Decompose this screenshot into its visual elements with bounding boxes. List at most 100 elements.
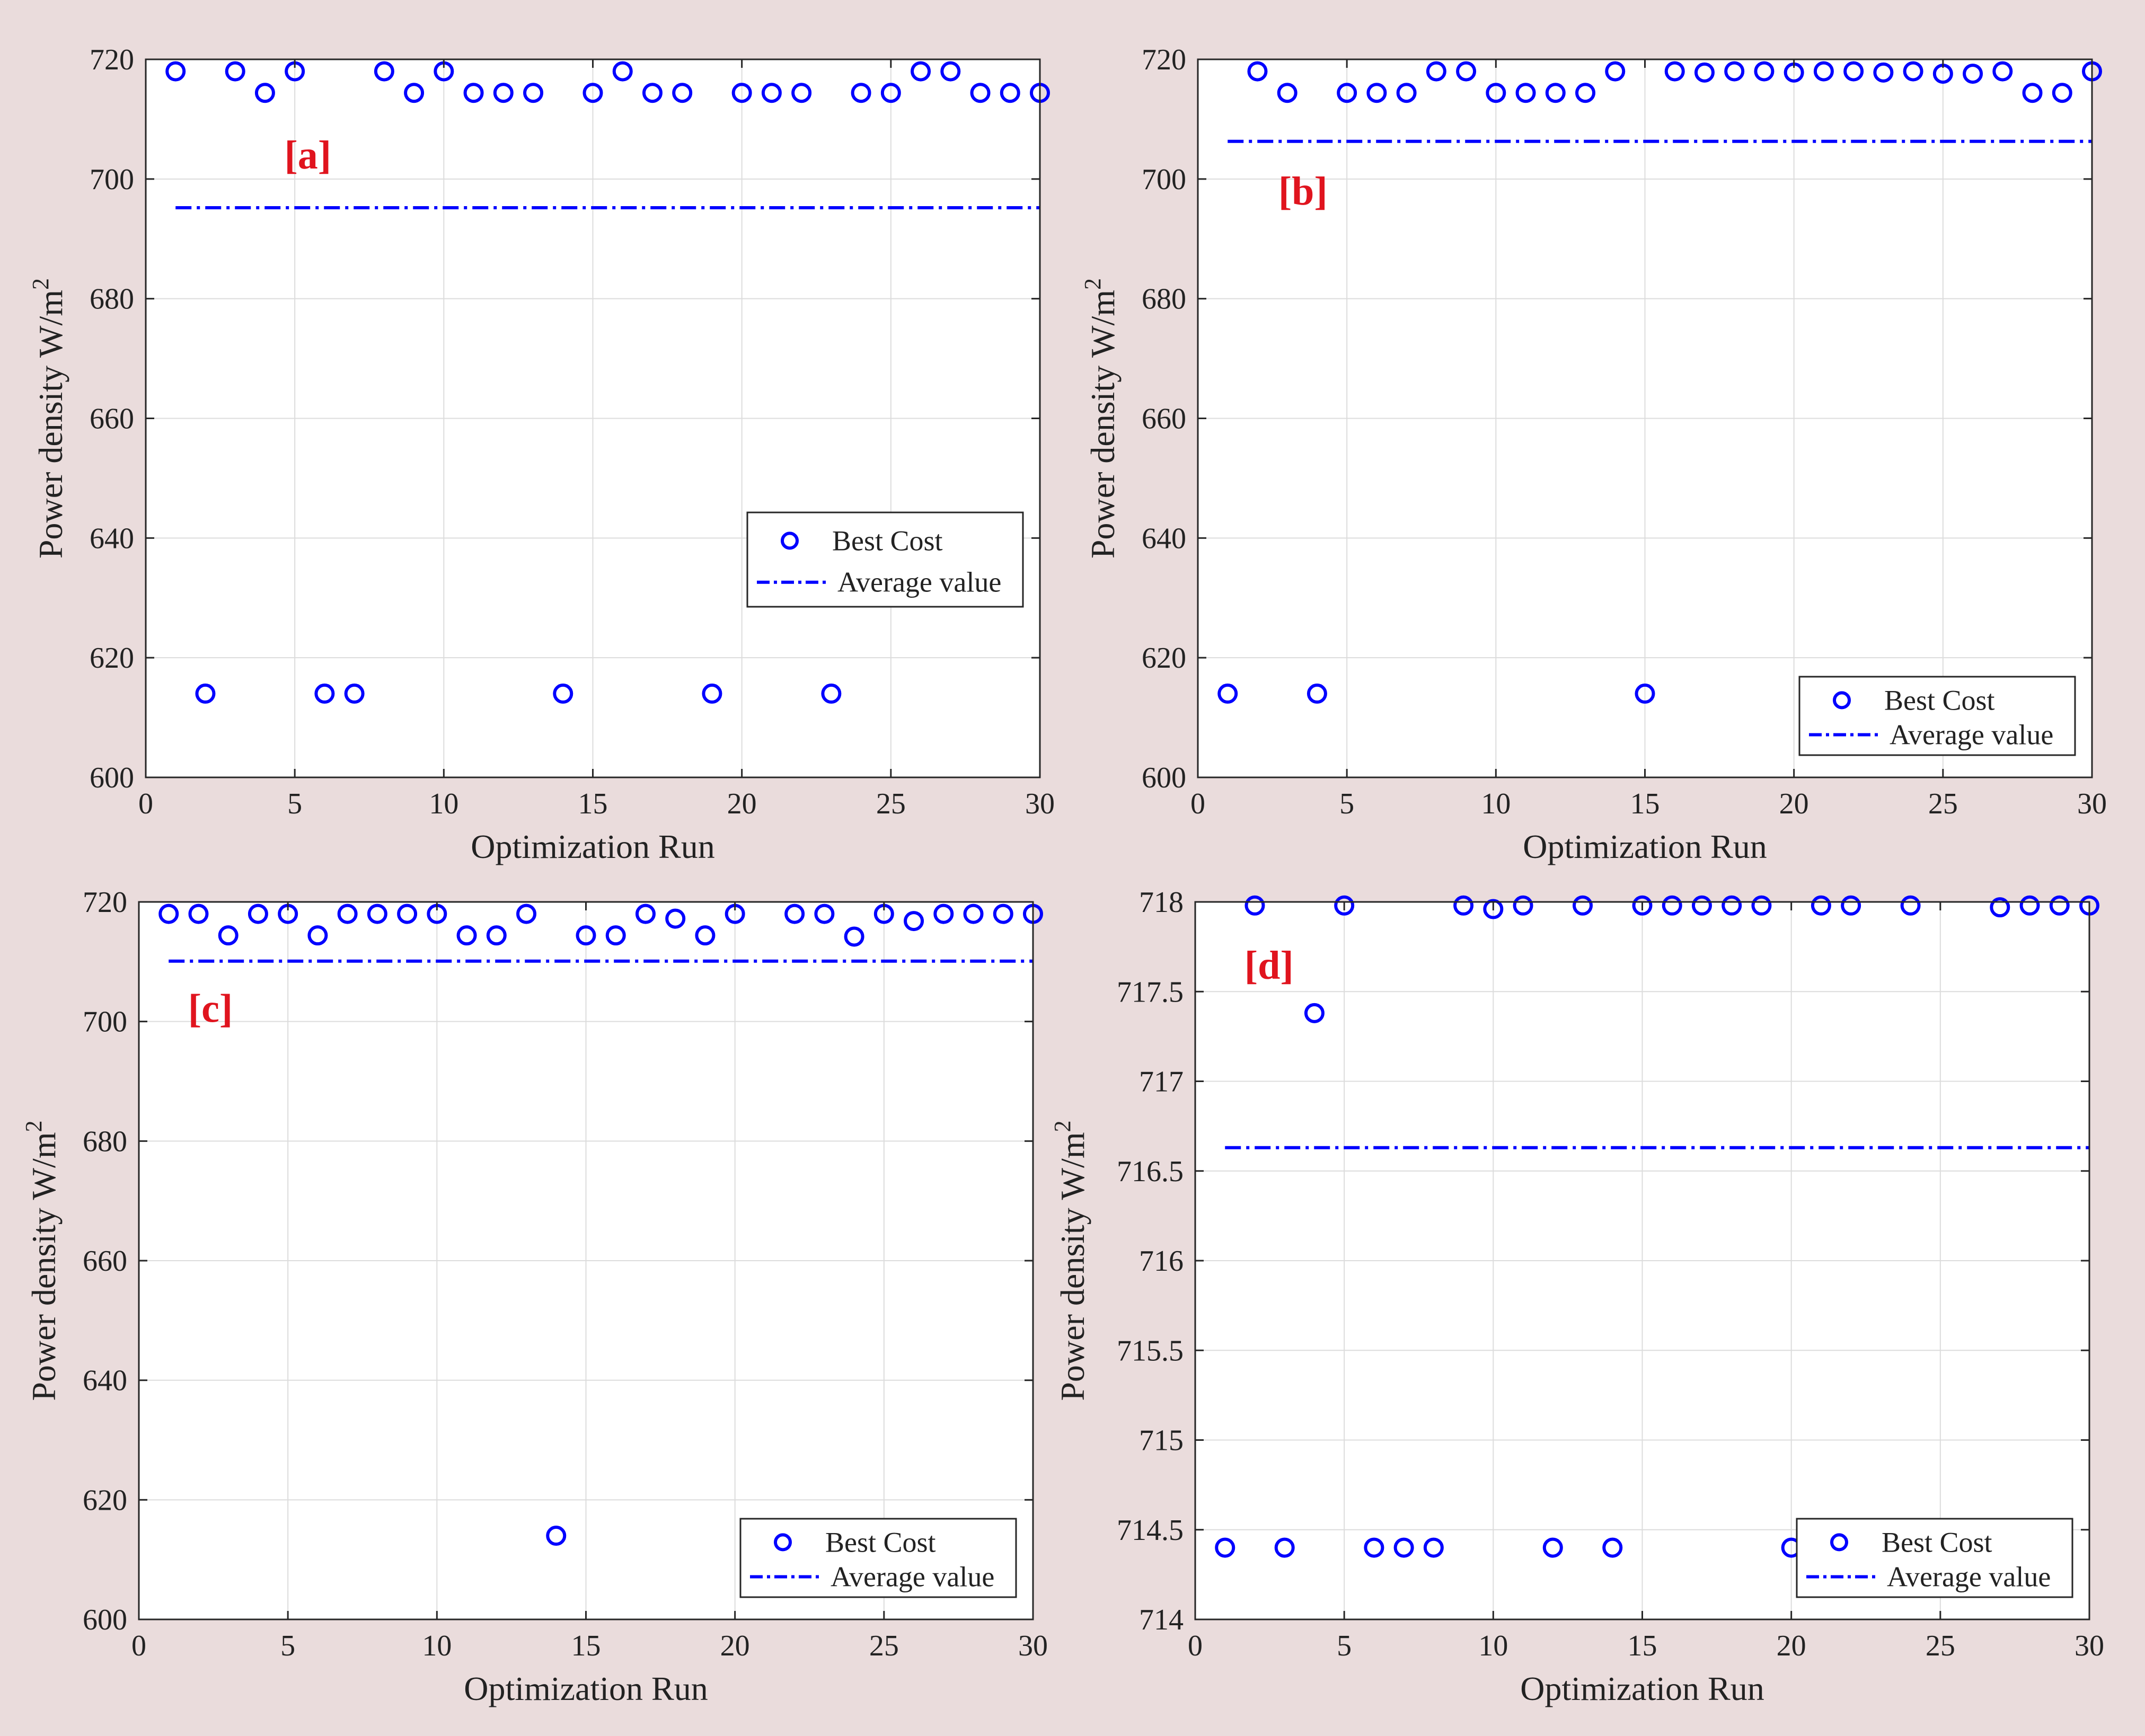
y-tick-label: 680: [1142, 283, 1186, 316]
best-cost-point: [1635, 683, 1655, 704]
best-cost-point: [672, 83, 693, 103]
legend-box: [746, 511, 1024, 608]
best-cost-point: [493, 83, 514, 103]
best-cost-point: [1664, 61, 1685, 82]
best-cost-point: [731, 83, 752, 103]
legend-box: [1798, 676, 2076, 756]
x-tick-label: 20: [1777, 1629, 1806, 1662]
best-cost-point: [367, 904, 387, 924]
x-tick-label: 30: [1018, 1629, 1048, 1662]
best-cost-point: [814, 904, 835, 924]
best-cost-point: [635, 904, 656, 924]
x-axis-label: Optimization Run: [1520, 1670, 1764, 1707]
best-cost-point: [1632, 895, 1653, 916]
x-tick-label: 30: [2075, 1629, 2104, 1662]
y-tick-label: 700: [83, 1006, 127, 1039]
best-cost-point: [404, 83, 425, 103]
legend: Best Cost Average value: [746, 511, 1024, 608]
x-tick-label: 20: [727, 787, 757, 820]
y-tick-label: 680: [90, 283, 134, 316]
best-cost-point: [1366, 83, 1387, 103]
chart-panel-0: 0 5 10 15 20 25 30 600 620 640 660 680 700 720 Optimiz…: [28, 43, 1055, 865]
best-cost-point: [2022, 83, 2043, 103]
best-cost-point: [1483, 899, 1504, 919]
best-cost-point: [963, 904, 984, 924]
y-axis-label-text: Power density W/m: [1084, 290, 1122, 559]
x-tick-label: 25: [1926, 1629, 1955, 1662]
legend-label-average: Average value: [1890, 719, 2053, 751]
y-tick-label: 600: [90, 761, 134, 794]
best-cost-point: [784, 904, 805, 924]
best-cost-point: [1990, 897, 2010, 918]
best-cost-point: [1396, 83, 1417, 103]
legend-label-average: Average value: [837, 566, 1001, 598]
best-cost-point: [1244, 895, 1265, 916]
x-tick-label: 30: [2077, 787, 2107, 820]
legend-marker-best-cost: [781, 532, 799, 550]
y-axis-label: Power density W/m2: [21, 1120, 63, 1401]
best-cost-point: [612, 61, 633, 82]
best-cost-point: [1334, 895, 1355, 916]
y-tick-label: 717.5: [1117, 976, 1184, 1008]
y-tick-label: 660: [1142, 403, 1186, 436]
y-tick-label: 620: [90, 642, 134, 675]
x-tick-label: 5: [280, 1629, 295, 1662]
best-cost-point: [1217, 683, 1238, 704]
x-tick-label: 25: [869, 1629, 899, 1662]
best-cost-point: [1694, 62, 1715, 83]
best-cost-point: [1575, 83, 1596, 103]
x-axis-label: Optimization Run: [1523, 828, 1767, 865]
best-cost-point: [993, 904, 1013, 924]
x-tick-label: 25: [1928, 787, 1958, 820]
y-tick-label: 680: [83, 1125, 127, 1158]
best-cost-point: [1453, 895, 1474, 916]
y-tick-label: 600: [1142, 761, 1186, 794]
y-tick-label: 714: [1139, 1604, 1184, 1636]
best-cost-point: [195, 683, 216, 704]
y-axis-label-text: Power density W/m: [1054, 1132, 1091, 1401]
best-cost-point: [188, 904, 209, 924]
best-cost-point: [1813, 61, 1834, 82]
best-cost-point: [546, 1526, 567, 1546]
y-axis-label-superscript: 2: [28, 278, 54, 290]
y-axis-label: Power density W/m2: [1080, 278, 1122, 559]
best-cost-point: [344, 683, 365, 704]
best-cost-point: [248, 904, 268, 924]
y-tick-label: 714.5: [1117, 1514, 1184, 1547]
x-axis-label: Optimization Run: [471, 828, 714, 865]
y-tick-label: 620: [83, 1484, 127, 1517]
best-cost-point: [1841, 895, 1861, 916]
y-axis-label-superscript: 2: [1080, 278, 1106, 290]
best-cost-point: [1662, 895, 1682, 916]
y-tick-label: 660: [83, 1245, 127, 1278]
chart-panel-2: 0 5 10 15 20 25 30 600 620 640 660 680 700 720 Optimiz…: [21, 886, 1048, 1707]
legend-box: [739, 1518, 1017, 1598]
best-cost-point: [940, 61, 961, 82]
best-cost-point: [933, 904, 954, 924]
best-cost-point: [374, 61, 394, 82]
y-tick-label: 640: [90, 522, 134, 555]
legend-label-best-cost: Best Cost: [825, 1526, 936, 1558]
best-cost-point: [158, 904, 179, 924]
best-cost-point: [576, 925, 596, 946]
x-tick-label: 5: [287, 787, 302, 820]
best-cost-point: [642, 83, 663, 103]
x-tick-label: 30: [1025, 787, 1055, 820]
best-cost-point: [1722, 895, 1742, 916]
y-axis-label-text: Power density W/m: [25, 1132, 63, 1401]
y-tick-label: 720: [83, 886, 127, 919]
best-cost-point: [1515, 83, 1536, 103]
legend-label-best-cost: Best Cost: [832, 525, 943, 556]
y-tick-label: 715: [1139, 1424, 1184, 1457]
best-cost-point: [1247, 61, 1268, 82]
best-cost-point: [695, 925, 716, 946]
y-axis-label: Power density W/m2: [28, 278, 69, 559]
best-cost-point: [1545, 83, 1566, 103]
best-cost-point: [486, 925, 507, 946]
best-cost-point: [1573, 895, 1593, 916]
best-cost-point: [1393, 1537, 1414, 1558]
y-axis-label: Power density W/m2: [1049, 1120, 1091, 1401]
best-cost-point: [761, 83, 782, 103]
x-tick-label: 15: [1630, 787, 1660, 820]
